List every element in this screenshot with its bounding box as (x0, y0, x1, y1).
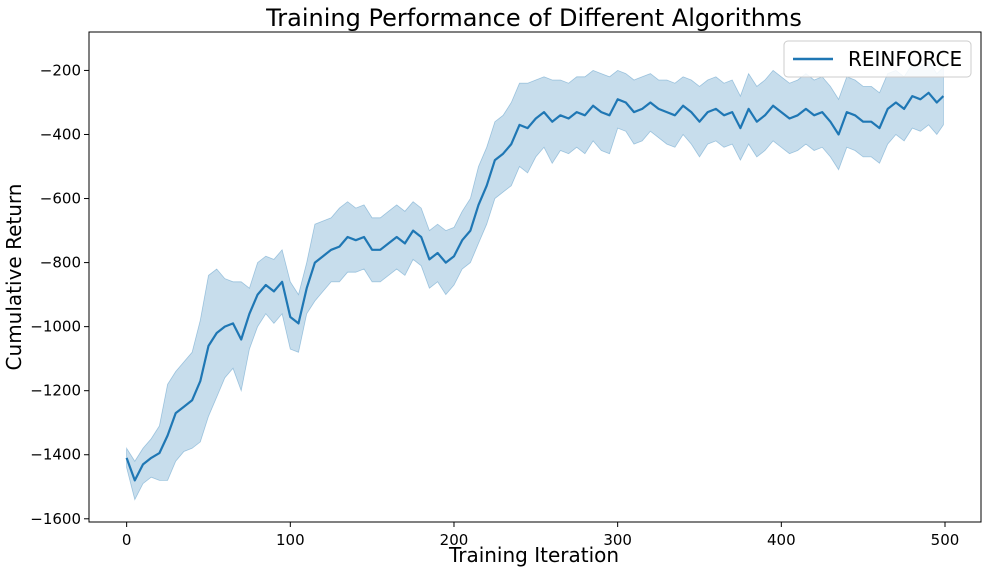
legend: REINFORCE (783, 40, 972, 78)
y-tick-label: −600 (40, 190, 81, 208)
y-tick-label: −400 (40, 125, 81, 143)
y-tick-label: −1200 (30, 382, 81, 400)
x-tick-label: 500 (931, 531, 960, 549)
series-line-layer (125, 91, 945, 482)
y-axis: −1600 −1400 −1200 −1000 −800 −600 −400 −200 (30, 61, 89, 528)
legend-label-reinforce: REINFORCE (848, 47, 962, 71)
y-tick-label: −1000 (30, 318, 81, 336)
confidence-band-layer (126, 60, 944, 501)
series-line-reinforce (125, 91, 945, 482)
y-tick-label: −200 (40, 61, 81, 79)
y-tick-label: −800 (40, 254, 81, 272)
y-tick-label: −1600 (30, 510, 81, 528)
legend-box (783, 40, 972, 78)
confidence-band (126, 60, 944, 501)
x-axis-label: Training Iteration (448, 543, 619, 567)
plot-frame (88, 31, 982, 523)
x-tick-label: 0 (122, 531, 132, 549)
x-tick-label: 300 (603, 531, 632, 549)
chart-title: Training Performance of Different Algori… (265, 4, 802, 32)
y-axis-label: Cumulative Return (2, 184, 26, 371)
x-tick-label: 400 (767, 531, 796, 549)
y-tick-label: −1400 (30, 446, 81, 464)
x-axis: 0 100 200 300 400 500 (122, 522, 959, 549)
x-tick-label: 200 (440, 531, 469, 549)
x-tick-label: 100 (276, 531, 305, 549)
